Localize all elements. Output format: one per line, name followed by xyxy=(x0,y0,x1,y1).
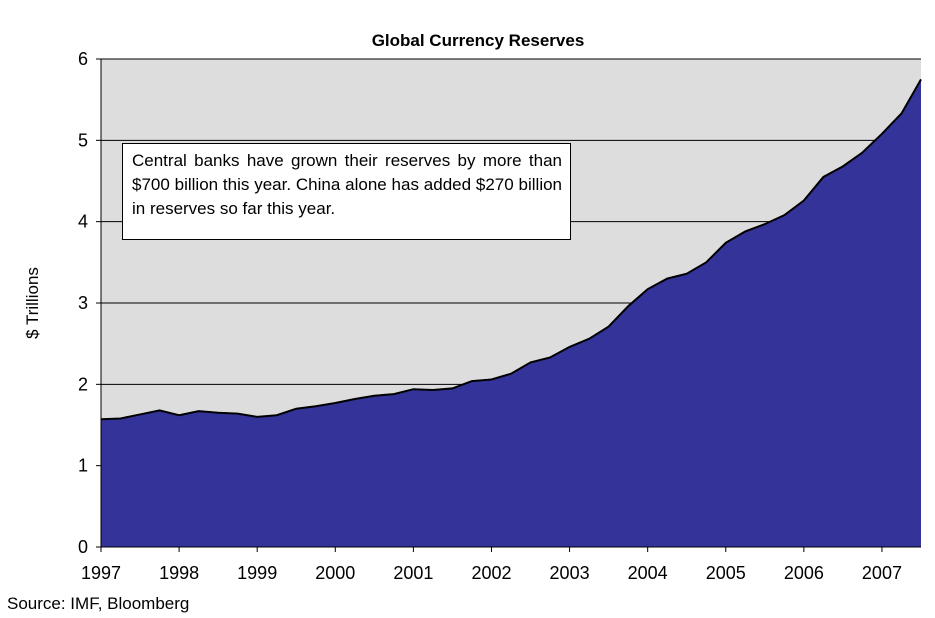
y-tick-label: 6 xyxy=(78,49,88,69)
x-tick-label: 1999 xyxy=(237,563,277,583)
x-tick-label: 2001 xyxy=(393,563,433,583)
x-tick-label: 2004 xyxy=(628,563,668,583)
area-outline xyxy=(100,78,922,421)
x-tick-label: 2006 xyxy=(784,563,824,583)
x-ticks: 1997 1998 1999 2000 2001 2002 2003 2004 2005 2006… xyxy=(81,547,902,583)
y-tick-label: 1 xyxy=(78,456,88,476)
area-series xyxy=(100,78,922,547)
x-tick-label: 2000 xyxy=(315,563,355,583)
x-tick-label: 1998 xyxy=(159,563,199,583)
area-fill xyxy=(101,79,921,547)
source-note: Source: IMF, Bloomberg xyxy=(7,594,189,613)
x-tick-label: 2003 xyxy=(550,563,590,583)
x-tick-label: 2002 xyxy=(471,563,511,583)
chart-title: Global Currency Reserves xyxy=(372,31,585,50)
y-tick-label: 2 xyxy=(78,374,88,394)
y-tick-label: 5 xyxy=(78,130,88,150)
y-ticks: 0 1 2 3 4 5 6 xyxy=(78,49,101,557)
y-tick-label: 0 xyxy=(78,537,88,557)
x-tick-label: 2005 xyxy=(706,563,746,583)
annotation-box: Central banks have grown their reserves … xyxy=(122,143,571,240)
x-tick-label: 2007 xyxy=(862,563,902,583)
y-tick-label: 4 xyxy=(78,212,88,232)
y-tick-label: 3 xyxy=(78,293,88,313)
x-tick-label: 1997 xyxy=(81,563,121,583)
y-axis-label: $ Trillions xyxy=(23,267,42,339)
